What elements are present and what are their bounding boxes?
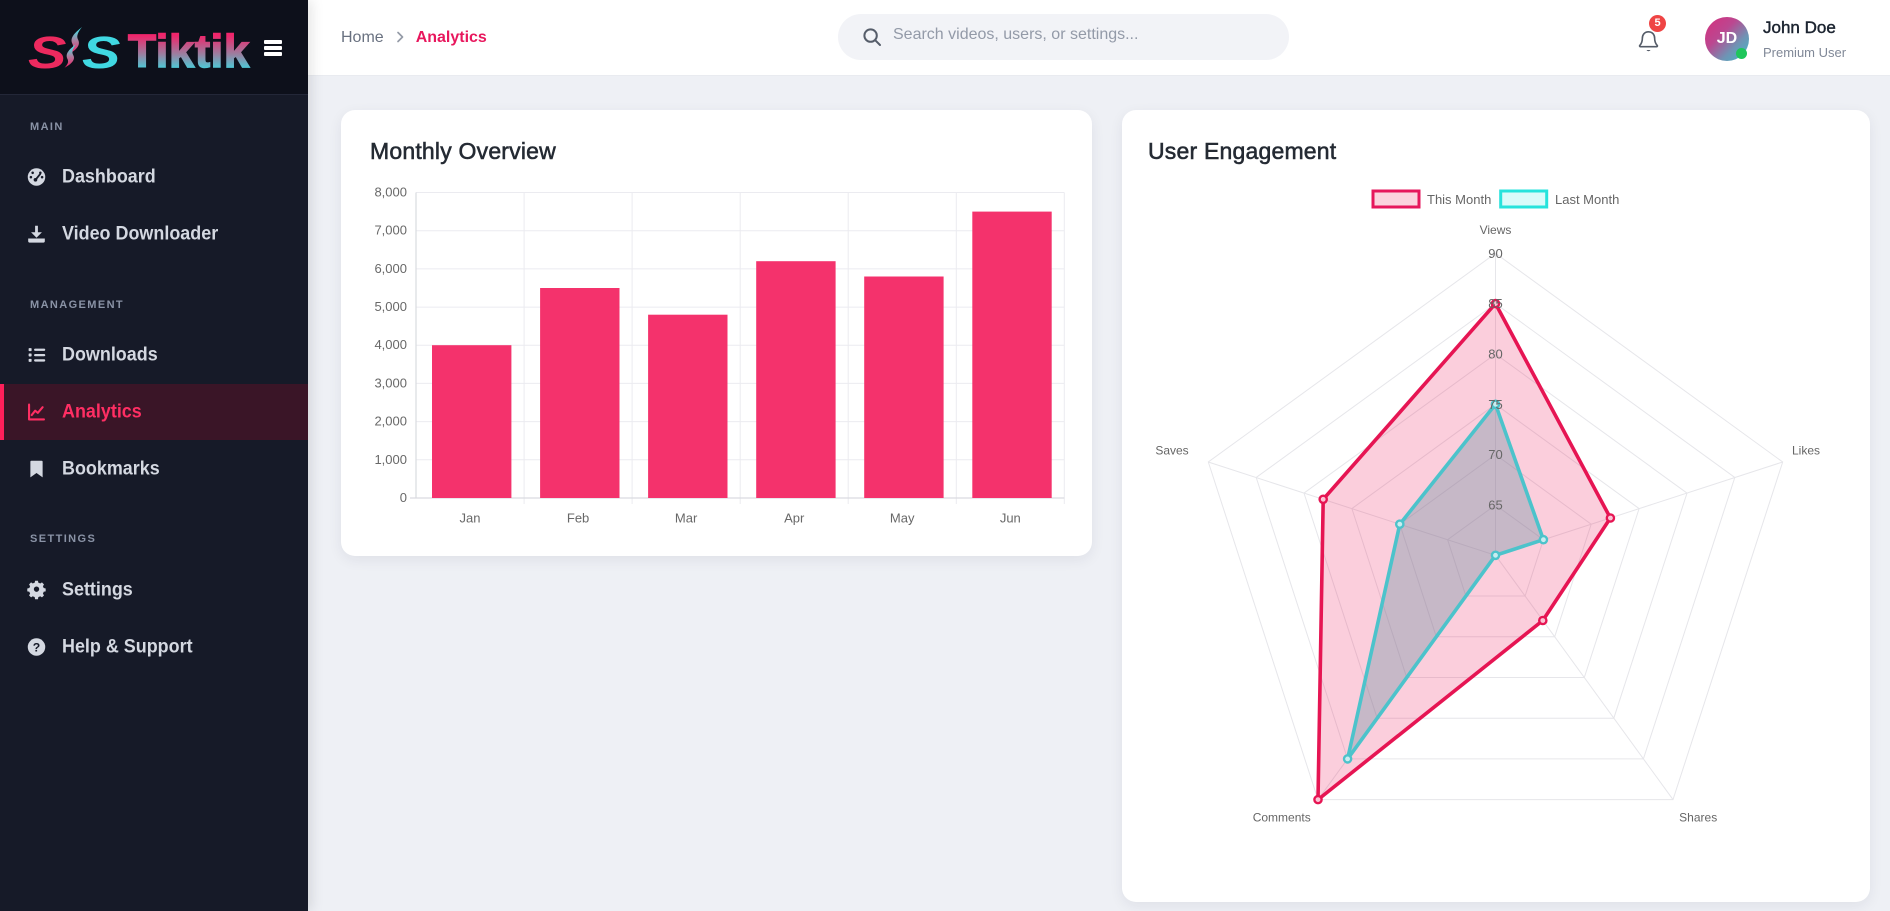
svg-text:2,000: 2,000 <box>374 414 407 429</box>
svg-text:Saves: Saves <box>1155 444 1188 458</box>
svg-text:4,000: 4,000 <box>374 337 407 352</box>
svg-text:S: S <box>28 27 66 74</box>
svg-text:Mar: Mar <box>675 511 698 526</box>
svg-text:Tiktik: Tiktik <box>128 25 250 74</box>
svg-text:0: 0 <box>400 490 407 505</box>
svg-text:?: ? <box>33 640 40 654</box>
svg-text:Jan: Jan <box>460 511 481 526</box>
svg-text:This Month: This Month <box>1427 192 1491 207</box>
svg-text:65: 65 <box>1488 498 1502 513</box>
svg-text:80: 80 <box>1488 347 1502 362</box>
svg-text:May: May <box>890 511 915 526</box>
svg-text:Apr: Apr <box>784 511 805 526</box>
svg-text:6,000: 6,000 <box>374 261 407 276</box>
svg-text:75: 75 <box>1488 397 1502 412</box>
svg-text:Jun: Jun <box>1000 511 1021 526</box>
svg-text:8,000: 8,000 <box>374 185 407 200</box>
svg-text:Last Month: Last Month <box>1555 192 1619 207</box>
svg-text:85: 85 <box>1488 296 1502 311</box>
svg-text:90: 90 <box>1488 246 1502 261</box>
svg-text:Views: Views <box>1480 223 1512 237</box>
svg-text:3,000: 3,000 <box>374 375 407 390</box>
svg-text:70: 70 <box>1488 447 1502 462</box>
svg-text:7,000: 7,000 <box>374 223 407 238</box>
svg-text:5,000: 5,000 <box>374 299 407 314</box>
svg-text:S: S <box>82 27 120 74</box>
svg-text:Comments: Comments <box>1253 811 1311 825</box>
svg-text:Feb: Feb <box>567 511 589 526</box>
svg-text:1,000: 1,000 <box>374 452 407 467</box>
svg-text:Likes: Likes <box>1792 444 1820 458</box>
svg-text:Shares: Shares <box>1679 811 1717 825</box>
